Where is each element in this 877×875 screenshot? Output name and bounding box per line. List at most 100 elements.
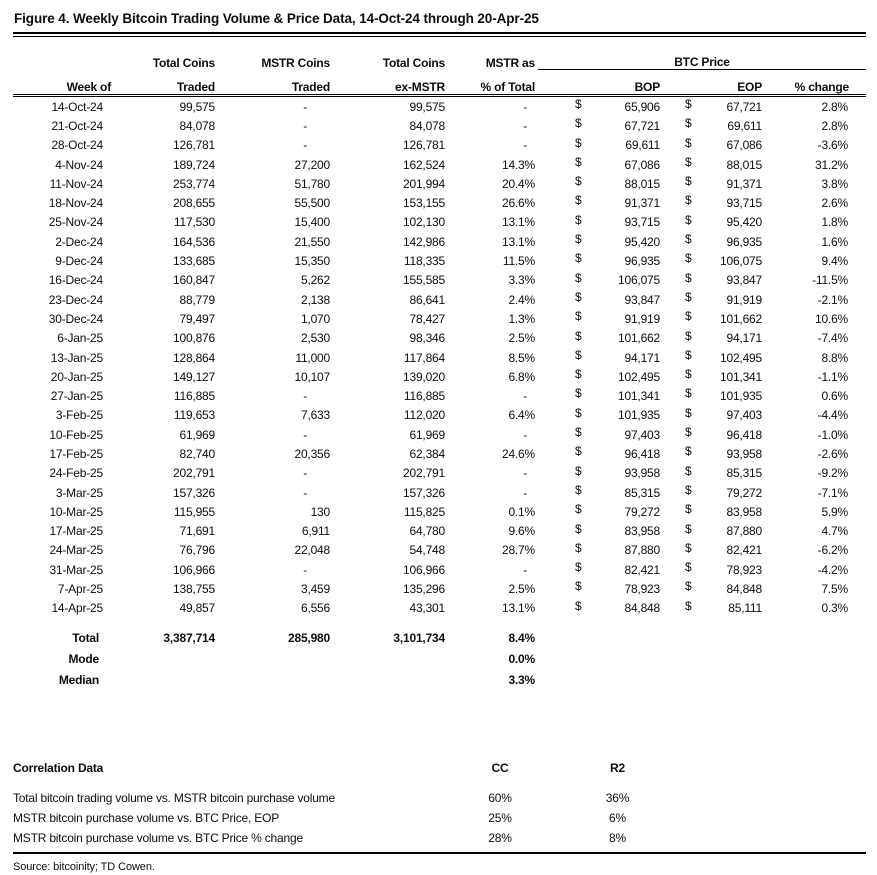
summary-mstr-coins	[218, 669, 333, 690]
bop-cell: $82,421	[538, 560, 663, 579]
pct-change-cell: -9.2%	[817, 466, 849, 481]
bop-cell: $83,958	[538, 522, 663, 541]
mstr-coins-cell: 6,911	[301, 524, 330, 539]
total-coins-cell: 84,078	[179, 118, 215, 133]
bop-cell-value: 94,171	[624, 350, 660, 365]
mstr-pct-cell: -	[523, 118, 527, 133]
dollar-sign: $	[685, 367, 692, 382]
eop-cell-value: 87,880	[726, 524, 762, 539]
table-row: 14-Oct-24 99,575-99,575- $65,906 $67,721 2.8…	[13, 96, 866, 117]
bop-cell-value: 67,721	[624, 118, 660, 133]
eop-cell: $97,403	[663, 406, 765, 425]
mstr-coins-cell: 10,107	[294, 369, 330, 384]
mstr-coins-cell: 6,556	[300, 601, 330, 616]
mstr-coins-cell: 2,530	[300, 331, 330, 346]
header-total-coins-line2: Traded	[176, 80, 215, 94]
mstr-coins-cell: -	[303, 562, 307, 577]
mstr-pct-cell: -	[523, 427, 527, 442]
bop-cell-value: 96,935	[624, 254, 660, 269]
dollar-sign: $	[685, 405, 692, 420]
mstr-coins-cell: 55,500	[294, 196, 330, 211]
summary-label: Median	[58, 672, 99, 687]
mstr-coins-cell: 11,000	[295, 350, 330, 365]
table-row: 11-Nov-24 253,774 51,780 201,994 20.4% $88,01…	[13, 174, 866, 193]
mstr-coins-cell: 27,200	[294, 157, 330, 172]
ex-mstr-cell: 102,130	[403, 215, 445, 230]
dollar-sign: $	[685, 193, 692, 208]
table-row: 6-Jan-25 100,876 2,530 98,346 2.5% $101,662 $9…	[13, 329, 866, 348]
correlation-section: Correlation Data CC R2 Total bitcoin tra…	[13, 756, 866, 848]
ex-mstr-cell: 157,326	[403, 485, 445, 500]
week-of-cell: 25-Nov-24	[48, 215, 103, 230]
total-coins-cell: 149,127	[173, 369, 215, 384]
dollar-sign: $	[685, 579, 692, 594]
dollar-sign: $	[575, 367, 582, 382]
header-pct-change: % change	[794, 80, 850, 94]
summary-spacer-row	[13, 618, 866, 627]
dollar-sign: $	[685, 598, 692, 613]
eop-cell-value: 93,715	[726, 196, 762, 211]
summary-mstr-pct: 3.3%	[508, 672, 535, 687]
dollar-sign: $	[575, 386, 582, 401]
dollar-sign: $	[575, 309, 582, 324]
mstr-coins-cell: -	[303, 118, 307, 133]
table-row: 7-Apr-25 138,755 3,459 135,296 2.5% $78,923 $8…	[13, 579, 866, 598]
summary-total-coins	[113, 669, 218, 690]
bop-cell-value: 84,848	[624, 601, 660, 616]
correlation-body: Total bitcoin trading volume vs. MSTR bi…	[13, 788, 866, 848]
dollar-sign: $	[575, 444, 582, 459]
correlation-header-row: Correlation Data CC R2	[13, 756, 866, 780]
mstr-pct-cell: 3.3%	[508, 273, 535, 288]
correlation-filler	[680, 808, 866, 828]
week-of-cell: 13-Jan-25	[50, 350, 103, 365]
dollar-sign: $	[685, 251, 692, 266]
pct-change-cell: 8.8%	[821, 350, 849, 365]
correlation-r2-header: R2	[610, 761, 625, 776]
mstr-pct-cell: 6.8%	[508, 369, 535, 384]
ex-mstr-cell: 106,966	[403, 562, 445, 577]
bop-cell-value: 85,315	[624, 485, 660, 500]
summary-ex-mstr	[333, 669, 448, 690]
mstr-pct-cell: 9.6%	[508, 524, 535, 539]
bop-cell: $93,715	[538, 213, 663, 232]
table-row: 25-Nov-24 117,530 15,400 102,130 13.1% $93,71…	[13, 213, 866, 232]
week-of-cell: 18-Nov-24	[48, 196, 103, 211]
summary-filler	[538, 669, 866, 690]
week-of-cell: 6-Jan-25	[57, 331, 103, 346]
mstr-coins-cell: -	[303, 99, 307, 114]
correlation-r2-value: 8%	[609, 831, 626, 846]
eop-cell-value: 69,611	[727, 118, 762, 133]
table-row: 9-Dec-24 133,685 15,350 118,335 11.5% $96,935…	[13, 251, 866, 270]
week-of-cell: 3-Feb-25	[55, 408, 103, 423]
week-of-cell: 7-Apr-25	[57, 582, 103, 597]
dollar-sign: $	[575, 251, 582, 266]
eop-cell-value: 95,420	[726, 215, 762, 230]
correlation-gap-row	[13, 780, 866, 788]
mstr-coins-cell: 21,550	[294, 234, 330, 249]
eop-cell-value: 94,171	[726, 331, 762, 346]
week-of-cell: 27-Jan-25	[50, 389, 103, 404]
week-of-cell: 17-Mar-25	[49, 524, 103, 539]
bop-cell-value: 96,418	[624, 446, 660, 461]
week-of-cell: 24-Mar-25	[49, 543, 103, 558]
eop-cell-value: 91,371	[726, 176, 762, 191]
ex-mstr-cell: 201,994	[403, 176, 445, 191]
correlation-filler	[680, 788, 866, 808]
total-coins-cell: 106,966	[173, 562, 215, 577]
total-coins-cell: 189,724	[173, 157, 215, 172]
eop-cell: $101,341	[663, 367, 765, 386]
total-coins-cell: 82,740	[179, 446, 215, 461]
week-of-cell: 3-Mar-25	[55, 485, 103, 500]
ex-mstr-cell: 135,296	[403, 582, 445, 597]
summary-ex-mstr	[333, 648, 448, 669]
pct-change-cell: 0.6%	[821, 389, 849, 404]
bop-cell-value: 78,923	[624, 582, 660, 597]
eop-cell: $91,919	[663, 290, 765, 309]
dollar-sign: $	[685, 309, 692, 324]
table-row: 3-Mar-25 157,326-157,326- $85,315 $79,272 -7…	[13, 483, 866, 502]
ex-mstr-cell: 78,427	[409, 311, 445, 326]
pct-change-cell: -4.2%	[817, 562, 849, 577]
summary-mstr-coins: 285,980	[288, 630, 330, 645]
eop-cell-value: 67,721	[726, 99, 762, 114]
dollar-sign: $	[685, 270, 692, 285]
